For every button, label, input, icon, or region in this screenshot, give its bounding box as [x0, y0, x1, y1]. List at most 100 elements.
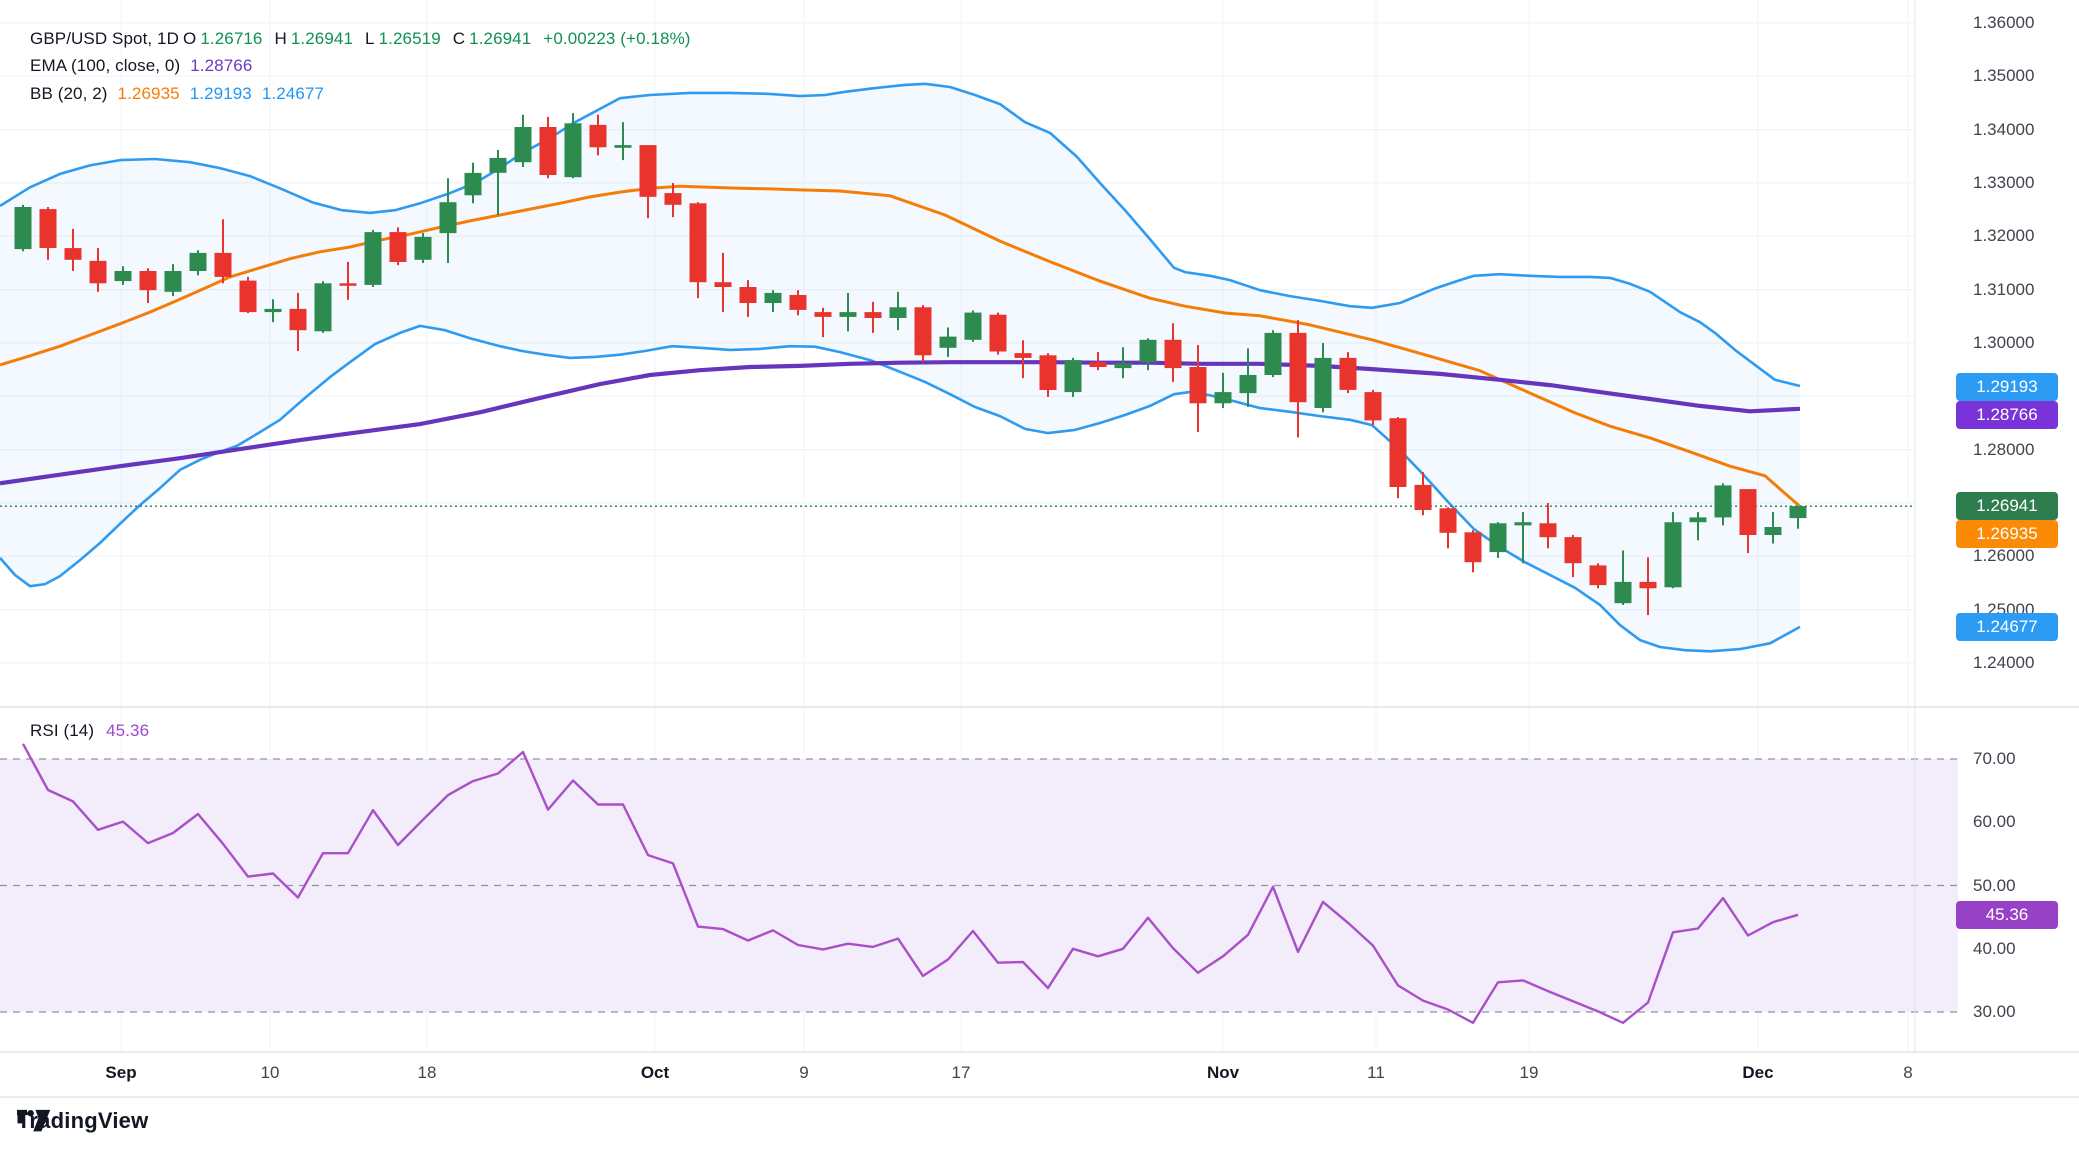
- candle-body: [239, 280, 257, 313]
- candle-body: [1289, 332, 1307, 403]
- close-label: C: [452, 29, 466, 48]
- candle-body: [464, 172, 482, 196]
- time-axis-label: Oct: [640, 1063, 670, 1082]
- candle-body: [1614, 581, 1632, 604]
- candle-body: [514, 127, 532, 163]
- rsi-axis-label: 50.00: [1973, 875, 2016, 895]
- ema-legend[interactable]: EMA (100, close, 0) 1.28766: [30, 56, 256, 76]
- candle-body: [339, 283, 357, 286]
- candle-body: [264, 308, 282, 313]
- candle-body: [1389, 418, 1407, 487]
- candle-body: [1164, 339, 1182, 369]
- candle-body: [139, 271, 157, 291]
- candle-body: [1339, 357, 1357, 390]
- price-axis-label: 1.35000: [1973, 66, 2035, 86]
- bb-label: BB (20, 2): [30, 84, 108, 103]
- candle-body: [1764, 527, 1782, 535]
- candle-body: [1064, 360, 1082, 393]
- candle-body: [1114, 363, 1132, 369]
- price-axis-label: 1.28000: [1973, 439, 2035, 459]
- rsi-axis-label: 30.00: [1973, 1002, 2016, 1021]
- ema-label: EMA (100, close, 0): [30, 56, 181, 75]
- candle-body: [1364, 392, 1382, 421]
- candle-body: [1139, 339, 1157, 363]
- open-label: O: [183, 29, 197, 48]
- high-label: H: [274, 29, 287, 48]
- candle-body: [1489, 523, 1507, 553]
- price-badge: 1.29193: [1956, 373, 2058, 401]
- price-axis-label: 1.30000: [1973, 332, 2035, 352]
- time-axis-label: 11: [1367, 1063, 1385, 1082]
- rsi-value: 45.36: [106, 721, 150, 740]
- time-axis-label: Dec: [1742, 1063, 1774, 1082]
- price-badge: 1.24677: [1956, 613, 2058, 641]
- candle-body: [814, 312, 832, 317]
- candle-body: [39, 209, 57, 248]
- price-badge: 1.26935: [1956, 520, 2058, 548]
- price-axis-label: 1.36000: [1973, 13, 2035, 32]
- candle-body: [89, 260, 107, 284]
- candle-body: [989, 314, 1007, 352]
- candle-body: [1039, 355, 1057, 390]
- candle-body: [914, 307, 932, 356]
- candle-body: [889, 307, 907, 318]
- bb-basis-value: 1.26935: [117, 84, 180, 103]
- candle-body: [1514, 522, 1532, 526]
- candle-body: [489, 157, 507, 173]
- rsi-legend[interactable]: RSI (14) 45.36: [30, 721, 153, 741]
- price-axis-label: 1.26000: [1973, 546, 2035, 566]
- candle-body: [689, 203, 707, 283]
- candle-body: [789, 295, 807, 310]
- time-axis-label: 18: [417, 1063, 437, 1082]
- candle-body: [714, 282, 732, 287]
- price-axis-label: 1.24000: [1973, 652, 2035, 672]
- candle-body: [1239, 375, 1257, 394]
- price-axis-label: 1.34000: [1973, 119, 2035, 139]
- time-axis-label: 17: [951, 1063, 971, 1082]
- rsi-axis-label: 70.00: [1973, 749, 2016, 768]
- rsi-axis-label: 40.00: [1973, 938, 2016, 958]
- price-axis-label: 1.32000: [1973, 226, 2035, 246]
- change-value: +0.00223 (+0.18%): [543, 29, 691, 48]
- ema-line: [0, 360, 1801, 486]
- tradingview-logo-icon: [17, 1109, 51, 1132]
- time-axis-label: Sep: [105, 1063, 137, 1082]
- candle-body: [1789, 506, 1807, 519]
- candle-body: [1589, 565, 1607, 586]
- candle-body: [214, 252, 232, 277]
- candle-body: [939, 336, 957, 348]
- candle-body: [314, 283, 332, 332]
- rsi-badge: 45.36: [1956, 901, 2058, 929]
- candle-body: [14, 207, 32, 250]
- bb-legend[interactable]: BB (20, 2) 1.26935 1.29193 1.24677: [30, 84, 328, 104]
- bb-upper-line: [0, 82, 1801, 388]
- candle-body: [439, 202, 457, 234]
- candle-body: [664, 193, 682, 205]
- candle-body: [1539, 523, 1557, 538]
- bb-upper-value: 1.29193: [189, 84, 252, 103]
- rsi-line: [21, 743, 1799, 1024]
- candle-body: [539, 127, 557, 175]
- time-axis-label: Nov: [1206, 1063, 1240, 1082]
- candle-body: [114, 271, 132, 282]
- bb-basis-line: [0, 184, 1801, 508]
- candle-body: [764, 292, 782, 303]
- candle-body: [1689, 517, 1707, 523]
- candle-body: [64, 248, 82, 260]
- low-label: L: [365, 29, 375, 48]
- symbol-legend[interactable]: GBP/USD Spot, 1D O 1.26716 H 1.26941 L 1.26519…: [30, 29, 695, 49]
- candle-body: [639, 145, 657, 197]
- bb-lower-value: 1.24677: [261, 84, 325, 103]
- rsi-axis-label: 60.00: [1973, 812, 2016, 832]
- candle-body: [1439, 508, 1457, 533]
- candle-body: [1214, 392, 1232, 404]
- ema-value: 1.28766: [190, 56, 253, 75]
- symbol-title: GBP/USD Spot, 1D: [30, 29, 179, 48]
- tradingview-logo[interactable]: TradingView: [17, 1108, 148, 1134]
- price-axis-label: 1.31000: [1973, 279, 2035, 299]
- candle-body: [164, 271, 182, 292]
- candle-body: [614, 145, 632, 148]
- high-value: 1.26941: [290, 29, 354, 48]
